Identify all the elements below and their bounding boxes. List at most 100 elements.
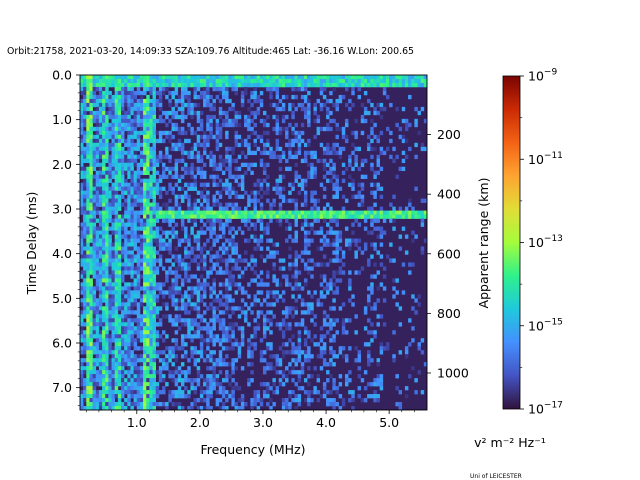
heatmap-cell bbox=[80, 174, 84, 179]
heatmap-cell bbox=[111, 222, 115, 227]
heatmap-cell bbox=[288, 322, 292, 327]
heatmap-cell bbox=[326, 290, 330, 295]
heatmap-cell bbox=[174, 370, 179, 375]
heatmap-cell bbox=[348, 270, 352, 275]
heatmap-cell bbox=[313, 150, 317, 156]
heatmap-cell bbox=[247, 198, 251, 203]
heatmap-cell bbox=[319, 326, 324, 331]
heatmap-cell bbox=[332, 398, 336, 403]
heatmap-cell bbox=[303, 230, 308, 235]
heatmap-cell bbox=[80, 154, 84, 160]
heatmap-cell bbox=[341, 318, 346, 323]
heatmap-cell bbox=[168, 286, 172, 291]
heatmap-cell bbox=[326, 78, 330, 84]
heatmap-cell bbox=[190, 154, 194, 160]
heatmap-cell bbox=[322, 75, 327, 80]
heatmap-cell bbox=[231, 362, 235, 367]
heatmap-cell bbox=[124, 290, 128, 295]
heatmap-cell bbox=[146, 242, 150, 247]
heatmap-cell bbox=[313, 170, 317, 175]
heatmap-cell bbox=[92, 75, 97, 80]
heatmap-cell bbox=[357, 78, 362, 84]
heatmap-cell bbox=[300, 182, 305, 187]
heatmap-cell bbox=[108, 290, 112, 295]
heatmap-cell bbox=[98, 262, 103, 267]
heatmap-cell bbox=[92, 126, 97, 132]
heatmap-cell bbox=[180, 154, 185, 160]
heatmap-cell bbox=[193, 218, 198, 223]
heatmap-cell bbox=[149, 110, 153, 116]
heatmap-cell bbox=[105, 358, 109, 363]
heatmap-cell bbox=[316, 298, 321, 303]
heatmap-cell bbox=[105, 250, 109, 255]
heatmap-cell bbox=[250, 190, 254, 195]
heatmap-cell bbox=[168, 390, 172, 395]
heatmap-cell bbox=[294, 174, 298, 179]
heatmap-cell bbox=[95, 318, 100, 323]
heatmap-cell bbox=[297, 398, 302, 403]
heatmap-cell bbox=[117, 298, 122, 303]
heatmap-cell bbox=[139, 242, 144, 247]
heatmap-cell bbox=[180, 262, 185, 267]
heatmap-cell bbox=[199, 398, 204, 403]
heatmap-cell bbox=[316, 230, 321, 235]
heatmap-cell bbox=[102, 198, 106, 203]
heatmap-cell bbox=[196, 118, 201, 124]
heatmap-cell bbox=[218, 358, 223, 363]
heatmap-cell bbox=[206, 90, 210, 96]
heatmap-cell bbox=[278, 158, 283, 164]
heatmap-cell bbox=[187, 182, 191, 187]
heatmap-cell bbox=[316, 158, 321, 164]
heatmap-cell bbox=[117, 306, 122, 311]
heatmap-cell bbox=[221, 90, 226, 96]
heatmap-cell bbox=[322, 94, 327, 100]
heatmap-cell bbox=[294, 274, 298, 279]
heatmap-cell bbox=[278, 154, 283, 160]
heatmap-cell bbox=[218, 166, 223, 172]
heatmap-cell bbox=[363, 386, 368, 391]
heatmap-cell bbox=[212, 282, 216, 287]
heatmap-cell bbox=[221, 118, 226, 124]
heatmap-cell bbox=[184, 354, 188, 359]
heatmap-cell bbox=[373, 190, 377, 195]
heatmap-cell bbox=[136, 334, 141, 339]
heatmap-cell bbox=[89, 278, 93, 283]
heatmap-cell bbox=[187, 122, 191, 128]
heatmap-cell bbox=[108, 358, 112, 363]
heatmap-cell bbox=[215, 210, 220, 215]
heatmap-cell bbox=[297, 322, 302, 327]
heatmap-cell bbox=[152, 262, 156, 267]
heatmap-cell bbox=[335, 402, 339, 407]
heatmap-cell bbox=[209, 358, 213, 363]
heatmap-cell bbox=[278, 378, 283, 383]
heatmap-cell bbox=[326, 75, 330, 80]
heatmap-cell bbox=[414, 310, 418, 315]
heatmap-cell bbox=[105, 390, 109, 395]
heatmap-cell bbox=[206, 398, 210, 403]
heatmap-cell bbox=[215, 382, 220, 387]
heatmap-cell bbox=[417, 210, 421, 215]
heatmap-cell bbox=[117, 286, 122, 291]
heatmap-cell bbox=[303, 358, 308, 363]
heatmap-cell bbox=[196, 334, 201, 339]
heatmap-cell bbox=[162, 118, 166, 124]
heatmap-cell bbox=[262, 258, 267, 263]
heatmap-cell bbox=[297, 82, 302, 88]
heatmap-cell bbox=[203, 146, 207, 152]
heatmap-cell bbox=[221, 78, 226, 84]
heatmap-cell bbox=[240, 394, 245, 399]
heatmap-cell bbox=[392, 206, 396, 211]
heatmap-cell bbox=[326, 210, 330, 215]
heatmap-cell bbox=[152, 406, 156, 411]
heatmap-cell bbox=[89, 398, 93, 403]
heatmap-cell bbox=[92, 294, 97, 299]
heatmap-cell bbox=[379, 262, 384, 267]
heatmap-cell bbox=[98, 242, 103, 247]
heatmap-cell bbox=[225, 146, 229, 152]
heatmap-cell bbox=[228, 106, 232, 112]
heatmap-cell bbox=[247, 378, 251, 383]
heatmap-cell bbox=[234, 382, 239, 387]
heatmap-cell bbox=[225, 238, 229, 243]
heatmap-cell bbox=[278, 206, 283, 211]
heatmap-cell bbox=[250, 94, 254, 100]
